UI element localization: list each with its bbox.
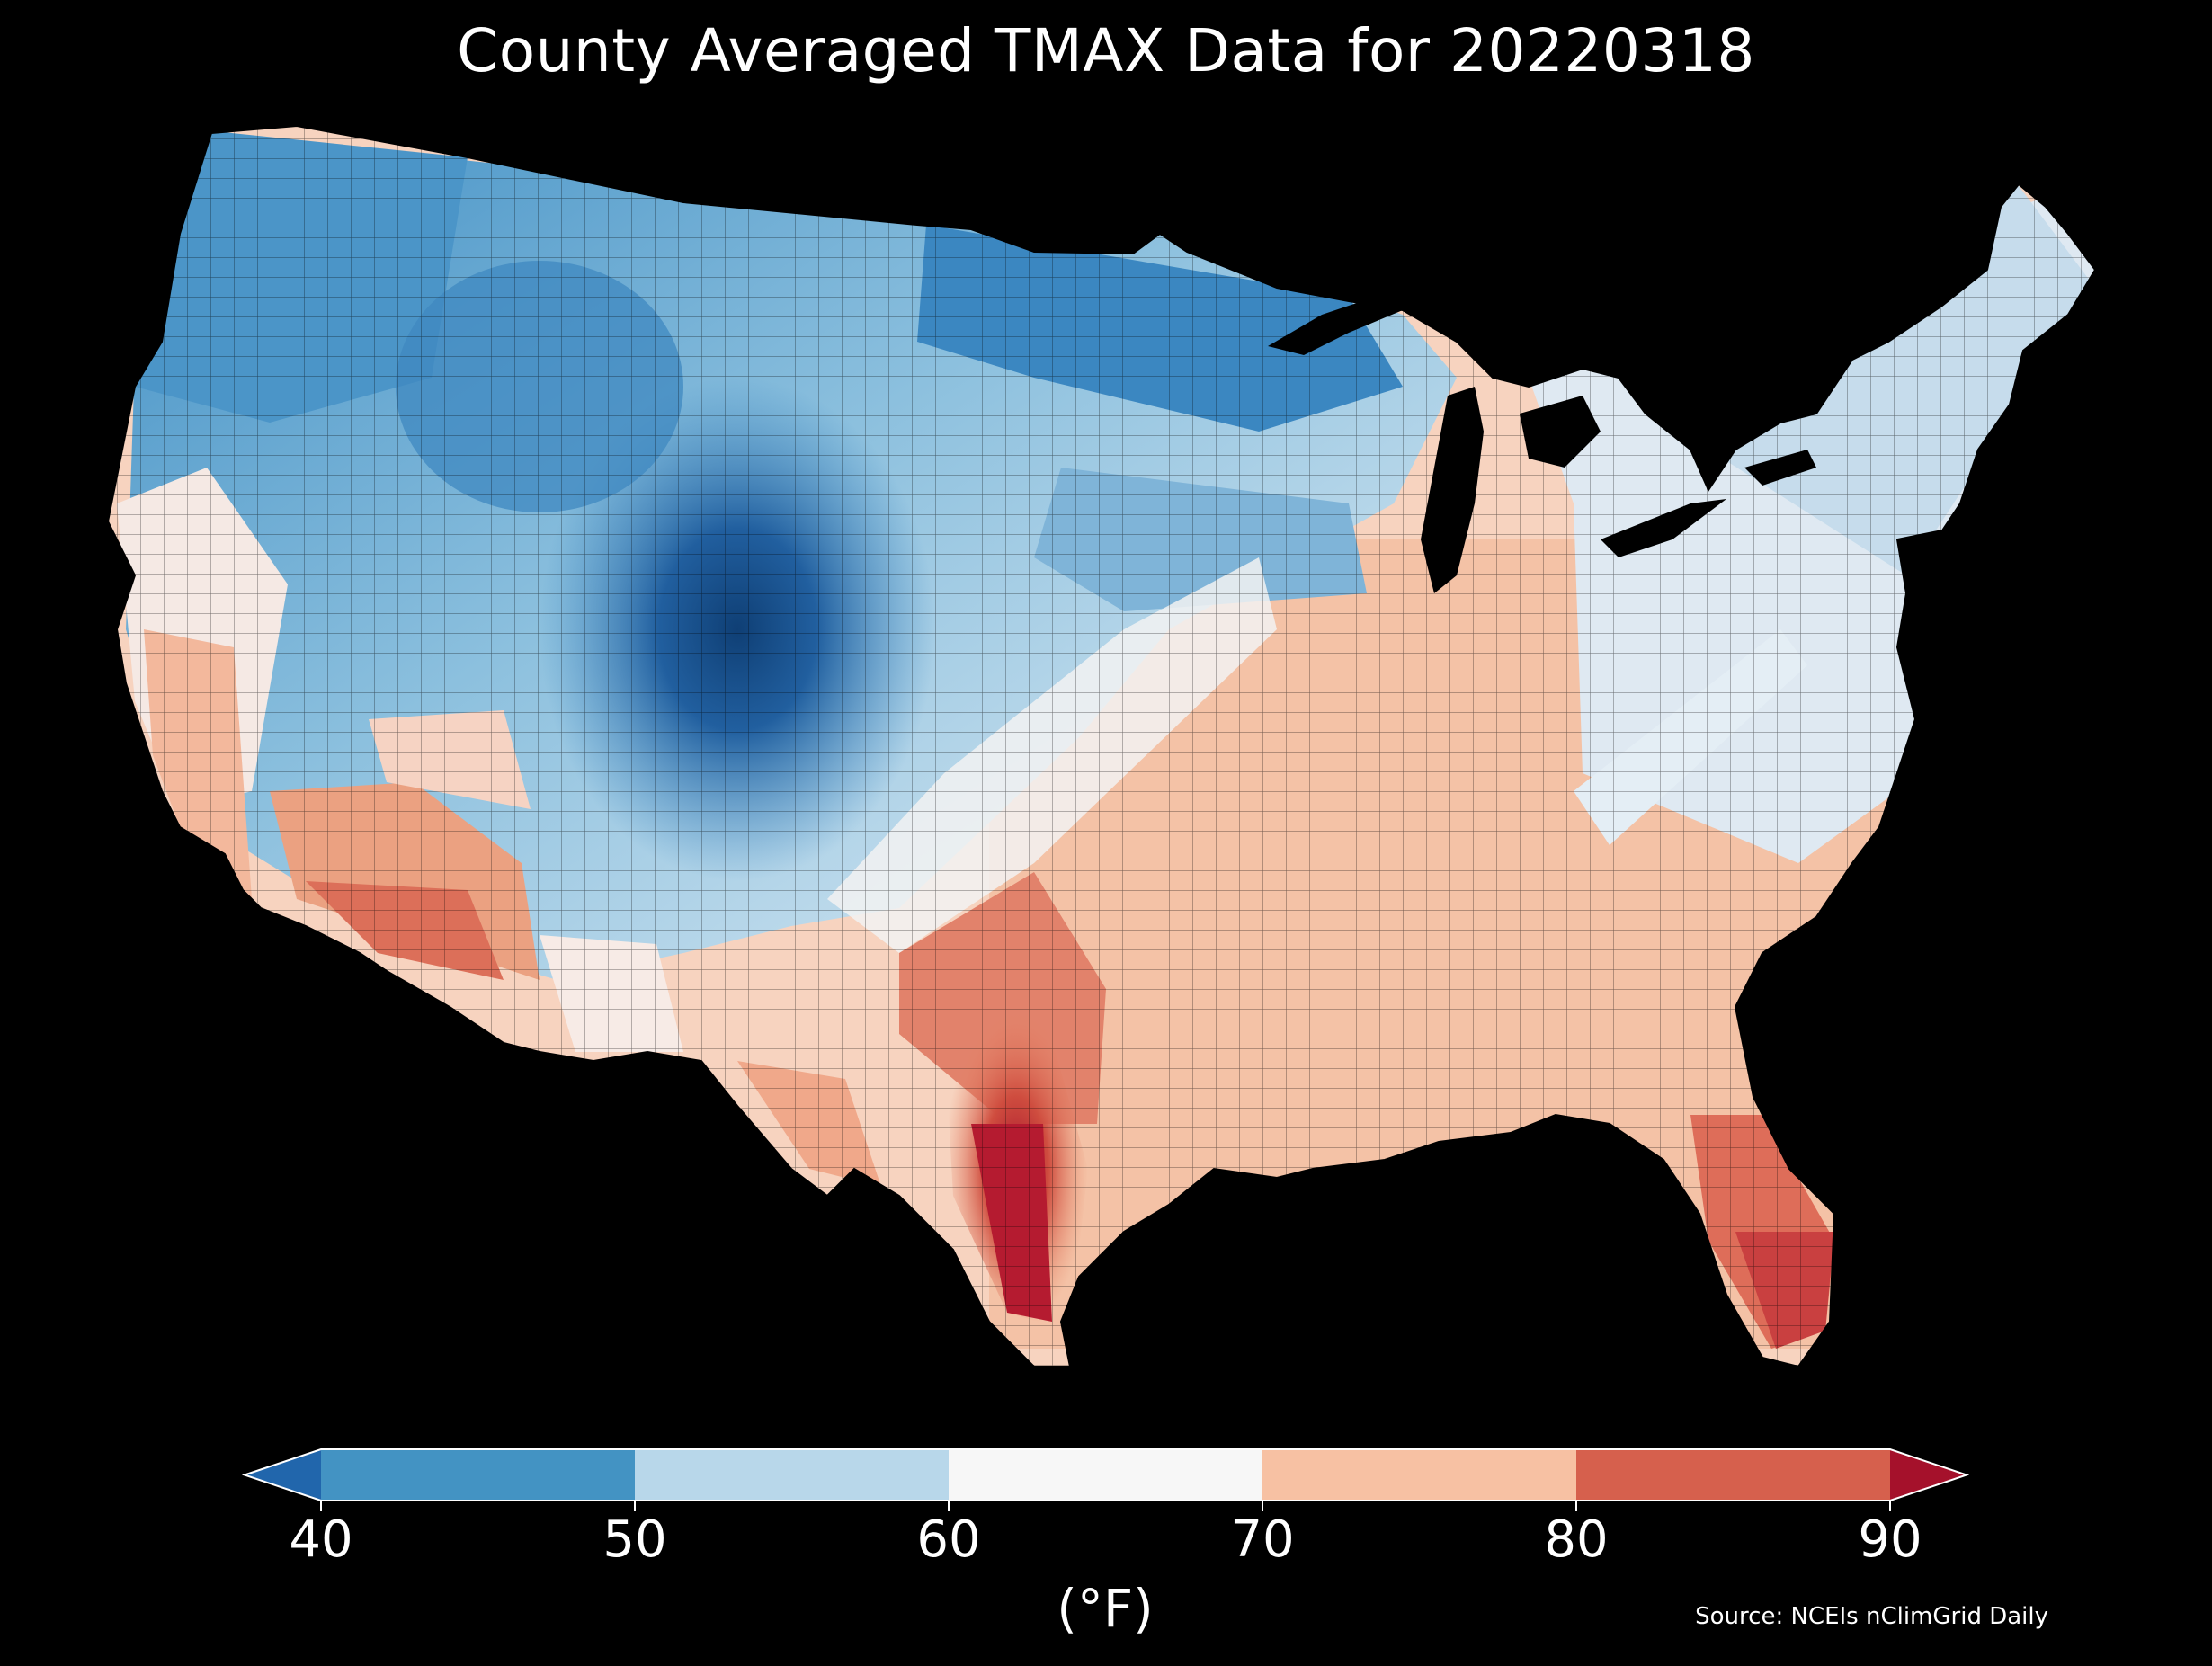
colorbar-tick-90: 90 — [1858, 1510, 1922, 1569]
colorbar-tick-80: 80 — [1544, 1510, 1609, 1569]
colorbar-bin-below-40 — [245, 1449, 321, 1501]
colorbar-bin-40-50 — [321, 1449, 635, 1501]
colorbar-tick-70: 70 — [1230, 1510, 1295, 1569]
colorbar-tick-60: 60 — [916, 1510, 981, 1569]
colorbar-bin-70-80 — [1262, 1449, 1576, 1501]
page-title: County Averaged TMAX Data for 20220318 — [457, 16, 1755, 85]
colorbar-bin-60-70 — [949, 1449, 1262, 1501]
great-lakes — [1268, 297, 1816, 593]
colorbar-bin-above-90 — [1890, 1449, 1967, 1501]
colorbar-bin-50-60 — [635, 1449, 949, 1501]
colorbar-tick-50: 50 — [602, 1510, 667, 1569]
colorbar-tick-40: 40 — [289, 1510, 353, 1569]
source-note: Source: NCEIs nClimGrid Daily — [1695, 1603, 2048, 1630]
colorbar-bin-80-90 — [1576, 1449, 1890, 1501]
colorbar-unit-label: (°F) — [1057, 1578, 1154, 1639]
